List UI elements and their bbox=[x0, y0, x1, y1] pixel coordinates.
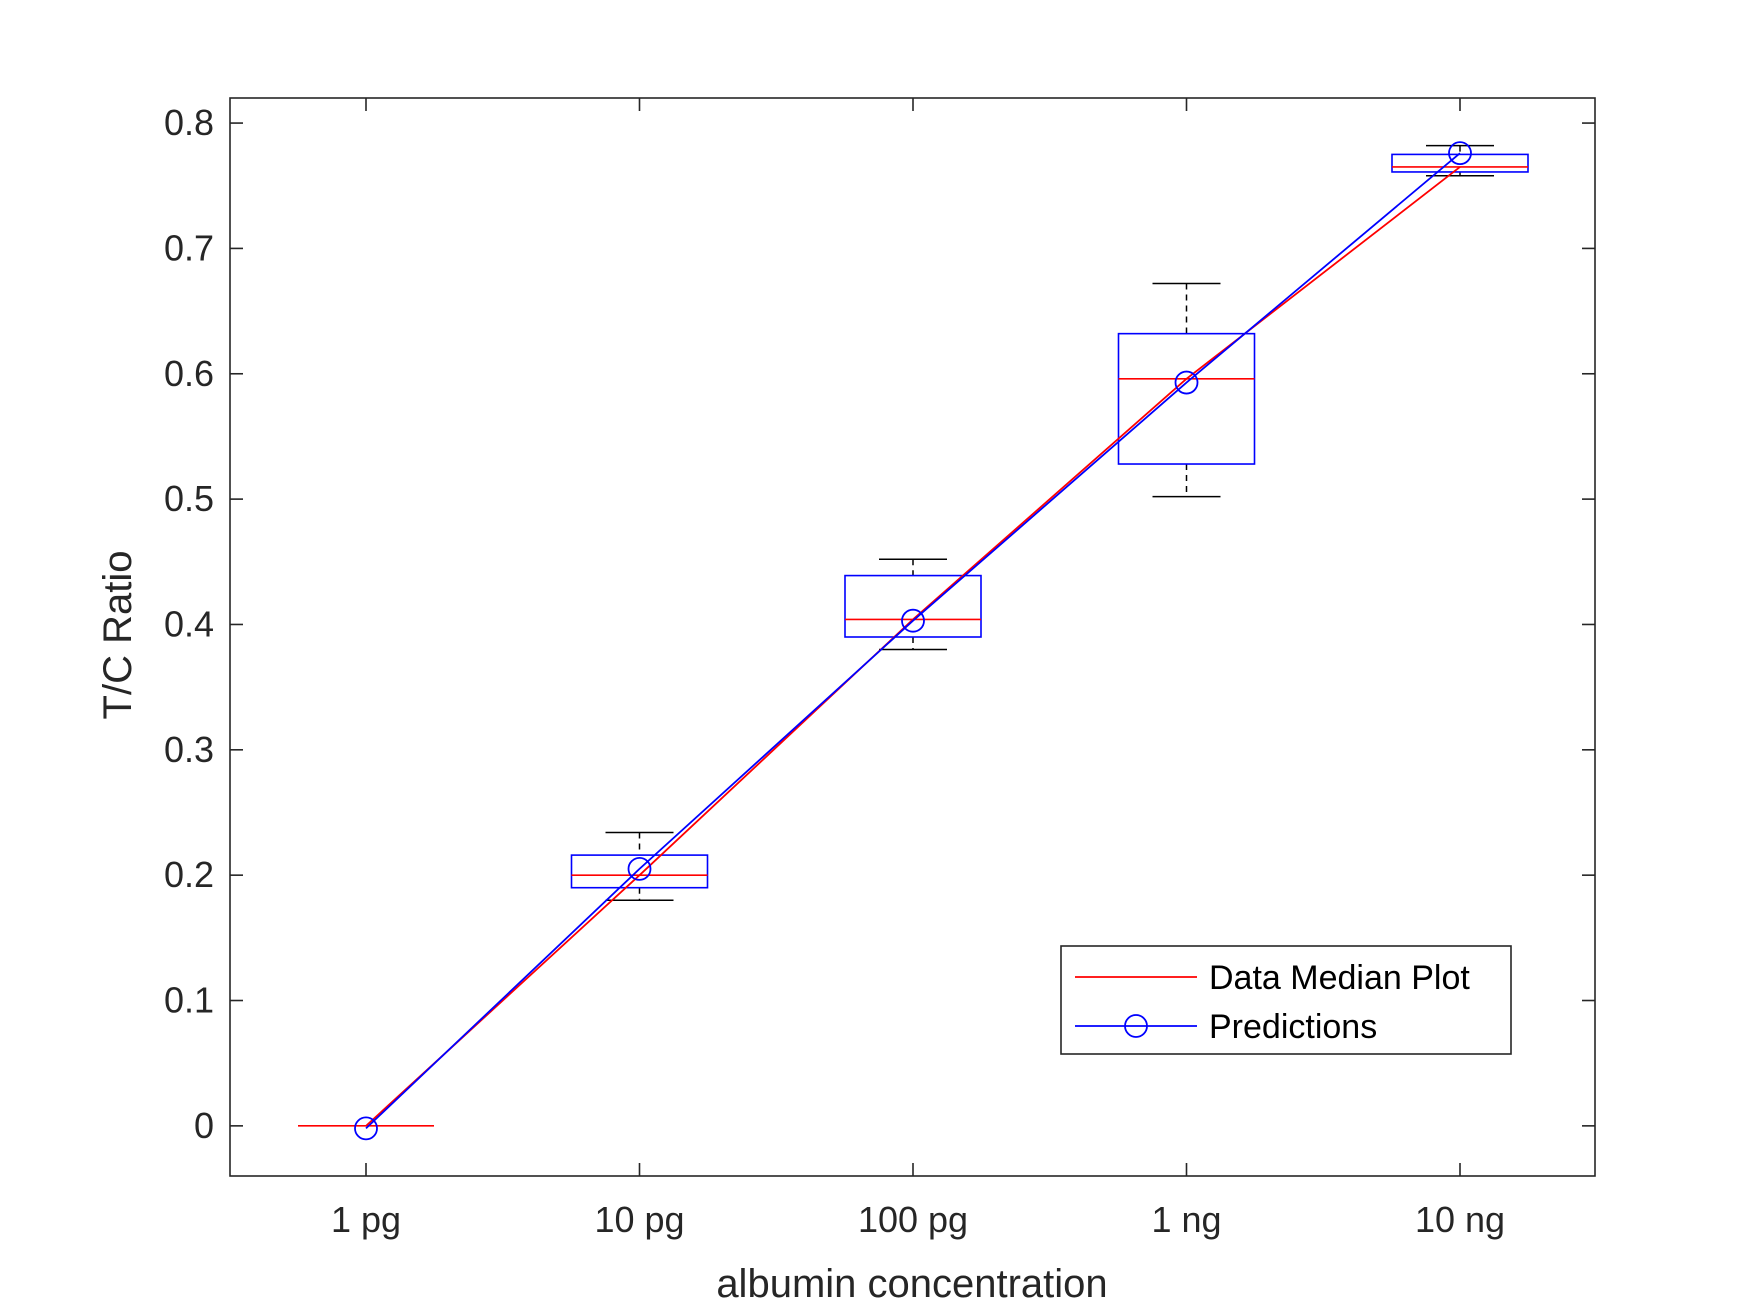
legend-label: Data Median Plot bbox=[1209, 959, 1470, 997]
series-point-1-2 bbox=[901, 608, 925, 633]
y-tick-label: 0.7 bbox=[164, 227, 214, 268]
legend-box bbox=[1060, 945, 1512, 1055]
x-axis-label: albumin concentration bbox=[716, 1262, 1107, 1306]
box-3 bbox=[1117, 282, 1256, 498]
plot-area bbox=[298, 141, 1529, 1141]
x-tick-label: 1 ng bbox=[1151, 1199, 1221, 1240]
series-line-1 bbox=[365, 152, 1461, 1130]
y-tick-label: 0.8 bbox=[164, 102, 214, 143]
y-tick-label: 0.1 bbox=[164, 980, 214, 1021]
y-tick-label: 0.5 bbox=[164, 478, 214, 519]
y-tick-label: 0.3 bbox=[164, 729, 214, 770]
legend-entry-1: Predictions bbox=[1075, 1008, 1377, 1046]
legend: Data Median Plot Predictions bbox=[1060, 945, 1512, 1055]
legend-entry-0: Data Median Plot bbox=[1075, 959, 1470, 997]
series-point-1-4 bbox=[1448, 141, 1472, 166]
legend-label: Predictions bbox=[1209, 1008, 1377, 1046]
axes: 0 0.1 0.2 0.3 0.4 0.5 0.6 0.7 0.8 1 pg 10 pg 100 pg… bbox=[164, 97, 1596, 1240]
y-tick-label: 0.2 bbox=[164, 854, 214, 895]
x-tick-label: 10 ng bbox=[1415, 1199, 1505, 1240]
series-point-1-3 bbox=[1174, 370, 1199, 395]
y-tick-label: 0.6 bbox=[164, 353, 214, 394]
series-point-1-0 bbox=[354, 1116, 378, 1141]
box-rect bbox=[1391, 153, 1529, 173]
y-tick-label: 0.4 bbox=[164, 603, 214, 644]
box-rect bbox=[844, 574, 982, 638]
x-tick-label: 100 pg bbox=[858, 1199, 968, 1240]
series-line-0 bbox=[365, 166, 1461, 1127]
box-rect bbox=[570, 854, 709, 889]
box-rect bbox=[1117, 332, 1256, 465]
y-axis-label: T/C Ratio bbox=[96, 551, 140, 720]
x-tick-label: 1 pg bbox=[331, 1199, 401, 1240]
y-tick-label: 0 bbox=[194, 1105, 214, 1146]
series-point-1-1 bbox=[627, 856, 652, 881]
legend-marker bbox=[1124, 1014, 1148, 1038]
x-tick-label: 10 pg bbox=[594, 1199, 684, 1240]
